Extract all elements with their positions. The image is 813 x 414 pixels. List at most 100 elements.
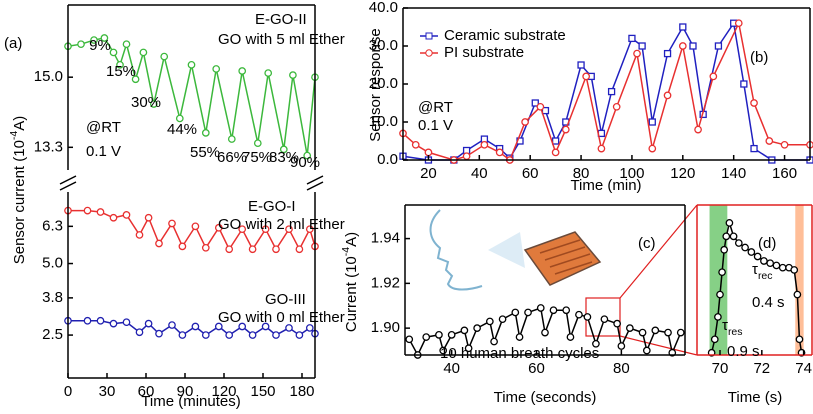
legend-label: PI substrate — [444, 44, 524, 61]
point — [531, 99, 539, 107]
point — [272, 331, 280, 339]
point — [651, 326, 660, 335]
point — [90, 36, 98, 44]
point — [515, 333, 524, 341]
point — [109, 48, 118, 57]
point — [238, 225, 247, 234]
point — [122, 211, 131, 219]
annotation: 0.1 V — [418, 117, 453, 134]
point — [793, 290, 802, 299]
point — [191, 322, 200, 331]
panel-label: (a) — [4, 35, 22, 52]
point — [168, 219, 176, 228]
series-line — [68, 320, 316, 337]
point — [607, 87, 616, 96]
point — [96, 208, 105, 216]
point — [729, 232, 738, 241]
annotation: @RT — [418, 99, 453, 116]
point — [464, 344, 473, 353]
point — [716, 290, 724, 299]
percent-label: 30% — [131, 94, 161, 111]
point — [625, 324, 634, 332]
point — [131, 75, 140, 84]
point — [77, 40, 85, 49]
point — [178, 242, 187, 251]
point — [561, 125, 570, 134]
point — [795, 335, 804, 344]
point — [139, 48, 148, 57]
point — [485, 317, 494, 326]
panel-label: (b) — [750, 49, 768, 66]
point — [760, 257, 768, 265]
percent-label: 66% — [217, 149, 247, 166]
point — [747, 248, 756, 256]
point — [83, 316, 92, 325]
point — [613, 319, 621, 328]
x-tick-label: 60 — [528, 360, 545, 377]
legend-label: Ceramic substrate — [444, 27, 566, 44]
y-tick-label: 30.0 — [369, 37, 398, 54]
x-tick-label: 60 — [522, 165, 539, 182]
x-tick-label: 180 — [289, 383, 314, 400]
point — [122, 40, 131, 49]
y-tick-label: 15.0 — [34, 68, 63, 85]
point — [214, 223, 223, 232]
point — [750, 99, 758, 107]
point — [541, 328, 549, 337]
point — [480, 140, 489, 149]
point — [187, 60, 196, 69]
annotation: 0.9 s — [727, 343, 760, 360]
point — [714, 313, 722, 321]
x-tick-label: 30 — [99, 383, 116, 400]
percent-label: 44% — [167, 121, 197, 138]
annotation: GO with 2 ml Ether — [218, 216, 345, 233]
point — [765, 137, 774, 145]
point — [663, 49, 672, 58]
x-tick-label: 20 — [420, 165, 437, 182]
breath-illustration — [429, 209, 602, 291]
y-axis-label: Sensor current (10-4A) — [8, 116, 28, 265]
point — [253, 139, 262, 148]
point — [566, 333, 575, 341]
point — [201, 243, 210, 252]
point — [135, 328, 144, 337]
highlight-span — [795, 205, 804, 355]
annotation-part: τ — [752, 261, 758, 278]
point — [633, 49, 641, 58]
point — [178, 331, 187, 339]
point — [678, 42, 687, 50]
point — [741, 243, 749, 252]
point — [562, 306, 571, 315]
point — [405, 335, 414, 344]
point — [720, 245, 729, 254]
point — [790, 266, 799, 274]
point — [96, 316, 105, 325]
point — [238, 67, 247, 75]
point — [521, 118, 529, 126]
x-axis-label: Time (minutes) — [141, 393, 240, 410]
point — [676, 328, 685, 337]
point — [305, 324, 314, 332]
annotation: 10 human breath cycles — [440, 345, 599, 362]
y-tick-label: 6.3 — [42, 217, 63, 234]
percent-label: 55% — [190, 144, 220, 161]
point — [303, 151, 312, 160]
point — [536, 304, 545, 312]
point — [642, 346, 651, 355]
point — [600, 315, 609, 324]
point — [549, 306, 558, 315]
point — [225, 245, 234, 254]
y-axis-label: Sensor response — [367, 28, 384, 141]
x-tick-label: 60 — [138, 383, 155, 400]
point — [722, 232, 731, 241]
y-tick-label: 20.0 — [369, 75, 398, 92]
y-axis-label-part: -4 — [8, 131, 20, 140]
y-tick-label: 10.0 — [369, 113, 398, 130]
x-tick-label: 80 — [613, 360, 630, 377]
y-tick-label: 40.0 — [369, 0, 398, 16]
point — [495, 148, 504, 157]
annotation-part: rec — [758, 270, 773, 282]
x-tick-label: 100 — [619, 165, 644, 182]
point — [272, 245, 280, 254]
